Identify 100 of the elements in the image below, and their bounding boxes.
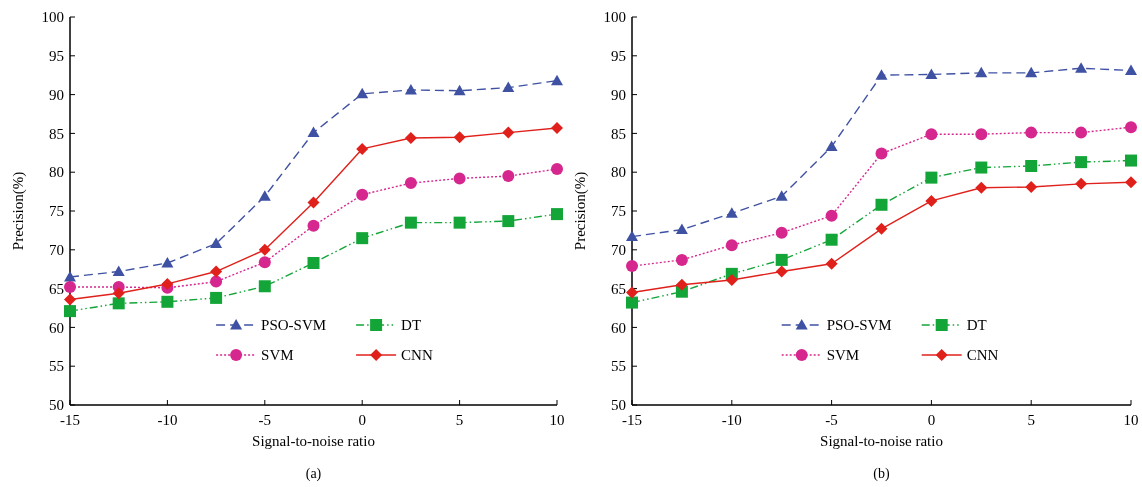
- point: [775, 226, 788, 239]
- point: [925, 171, 938, 184]
- legend-label: SVM: [826, 347, 860, 364]
- point: [626, 230, 638, 242]
- y-tick-label: 85: [49, 125, 64, 142]
- point: [112, 297, 125, 310]
- y-tick-label: 95: [49, 48, 64, 65]
- y-tick-label: 50: [49, 397, 64, 414]
- text: (a): [305, 466, 322, 482]
- point: [775, 265, 788, 278]
- y-tick-label: 75: [611, 203, 626, 220]
- point: [453, 131, 466, 144]
- point: [725, 207, 738, 218]
- point: [307, 256, 320, 269]
- point: [1025, 180, 1038, 193]
- point: [825, 209, 838, 222]
- x-tick-label: -15: [622, 412, 642, 428]
- point: [675, 278, 688, 291]
- y-tick-label: 55: [49, 358, 64, 375]
- point: [825, 140, 838, 152]
- point: [626, 286, 638, 299]
- point: [1075, 126, 1088, 139]
- point: [64, 281, 76, 294]
- legend-label: CNN: [401, 347, 433, 364]
- point: [1025, 159, 1038, 172]
- point: [502, 81, 515, 93]
- x-tick-label: -5: [258, 412, 272, 428]
- point: [356, 87, 369, 99]
- y-tick-label: 50: [611, 397, 626, 414]
- point: [258, 243, 271, 256]
- point: [453, 172, 466, 185]
- point: [404, 216, 417, 229]
- y-tick-label: 60: [611, 319, 626, 336]
- x-tick-label: -10: [157, 412, 178, 428]
- y-tick-label: 80: [49, 164, 64, 181]
- y-tick-label: 65: [49, 280, 64, 297]
- point: [258, 256, 271, 269]
- point: [975, 128, 988, 141]
- point: [1125, 176, 1137, 189]
- point: [356, 188, 369, 201]
- point: [307, 126, 320, 138]
- point: [775, 190, 788, 201]
- point: [875, 198, 888, 211]
- x-tick-label: 5: [1027, 412, 1035, 428]
- y-tick-label: 65: [611, 280, 626, 297]
- x-tick-label: 10: [549, 412, 565, 428]
- text: (b): [873, 466, 890, 482]
- y-tick-label: 55: [611, 358, 626, 375]
- y-tick-label: 80: [611, 164, 626, 181]
- legend-label: DT: [966, 317, 987, 334]
- point: [502, 126, 515, 139]
- point: [112, 287, 125, 300]
- point: [975, 66, 988, 78]
- y-tick-label: 90: [49, 86, 64, 103]
- y-tick-label: 95: [611, 48, 626, 65]
- point: [502, 170, 515, 183]
- x-tick-label: -15: [60, 412, 80, 428]
- point: [210, 237, 223, 249]
- y-tick-label: 100: [41, 9, 64, 26]
- point: [975, 161, 988, 174]
- point: [210, 291, 223, 304]
- point: [307, 219, 320, 232]
- point: [64, 305, 76, 318]
- point: [1125, 154, 1137, 167]
- y-tick-label: 75: [49, 203, 64, 220]
- point: [825, 233, 838, 246]
- point: [875, 147, 888, 160]
- y-tick-label: 100: [603, 9, 626, 26]
- point: [925, 194, 938, 207]
- point: [551, 121, 563, 134]
- legend-label: PSO-SVM: [826, 317, 892, 334]
- point: [210, 275, 223, 288]
- y-tick-label: 85: [611, 125, 626, 142]
- point: [64, 293, 76, 306]
- point: [1075, 177, 1088, 190]
- point: [404, 83, 417, 95]
- y-tick-label: 60: [49, 319, 64, 336]
- legend-label: PSO-SVM: [261, 317, 327, 334]
- point: [161, 277, 174, 290]
- point: [356, 232, 369, 245]
- x-axis-title: Signal-to-noise ratio: [820, 433, 943, 449]
- point: [875, 69, 888, 80]
- x-tick-label: 5: [455, 412, 464, 428]
- point: [925, 68, 938, 79]
- point: [626, 296, 638, 309]
- point: [258, 190, 271, 201]
- point: [1075, 62, 1088, 73]
- point: [210, 265, 223, 278]
- point: [975, 181, 988, 194]
- point: [112, 265, 125, 277]
- point: [875, 222, 888, 235]
- point: [307, 196, 320, 209]
- point: [925, 128, 938, 141]
- x-tick-label: -10: [721, 412, 742, 428]
- legend-label: CNN: [966, 347, 999, 364]
- point: [161, 256, 174, 268]
- y-axis-title: Precision(%): [572, 171, 589, 251]
- x-tick-label: 0: [927, 412, 936, 428]
- point: [453, 216, 466, 229]
- point: [453, 84, 466, 96]
